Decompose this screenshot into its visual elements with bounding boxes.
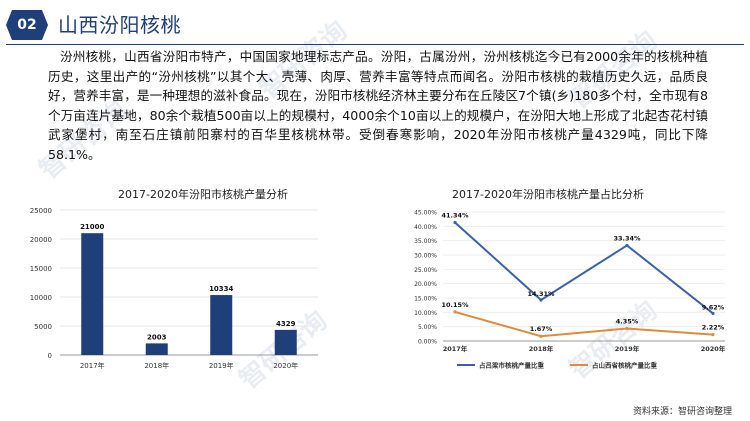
x-tick-label: 2020年 — [701, 344, 726, 353]
data-label: 4.35% — [616, 318, 639, 326]
data-label: 33.34% — [613, 234, 641, 242]
y-tick-label: 0.00% — [418, 339, 437, 346]
bar-value-label: 2003 — [147, 333, 167, 341]
y-tick-label: 35.00% — [414, 238, 437, 245]
data-label: 2.22% — [702, 324, 725, 332]
y-tick-label: 30.00% — [414, 253, 437, 260]
data-point — [711, 311, 715, 316]
section-number: 02 — [17, 17, 37, 33]
x-tick-label: 2017年 — [80, 361, 105, 370]
legend-label: 占吕梁市核桃产量比重 — [479, 361, 545, 370]
bar-value-label: 4329 — [276, 320, 296, 328]
data-point — [625, 326, 629, 331]
y-tick-label: 25000 — [30, 207, 52, 215]
y-tick-label: 10.00% — [414, 310, 437, 317]
x-tick-label: 2019年 — [209, 361, 234, 370]
bar — [81, 233, 104, 355]
data-point — [625, 243, 629, 248]
page-title: 山西汾阳核桃 — [58, 13, 181, 37]
bar-chart-title: 2017-2020年汾阳市核桃产量分析 — [118, 188, 288, 201]
data-label: 9.62% — [702, 303, 725, 311]
bar-value-label: 10334 — [209, 285, 233, 293]
section-badge-shape — [6, 10, 48, 40]
bar — [210, 295, 233, 355]
y-tick-label: 0 — [48, 352, 52, 360]
title-divider — [6, 44, 744, 45]
data-point — [539, 334, 543, 338]
series-line-0 — [454, 221, 714, 315]
y-tick-label: 15.00% — [414, 296, 437, 303]
y-tick-label: 15000 — [30, 265, 52, 273]
source-note: 资料来源：智研咨询整理 — [632, 407, 732, 417]
x-tick-label: 2020年 — [273, 361, 298, 370]
data-point — [539, 298, 543, 302]
y-tick-label: 40.00% — [414, 224, 437, 231]
y-tick-label: 20000 — [30, 236, 52, 244]
data-label: 1.67% — [530, 325, 553, 333]
bar — [145, 343, 168, 355]
data-point — [711, 333, 715, 337]
x-tick-label: 2019年 — [615, 344, 640, 353]
data-point — [453, 310, 457, 314]
y-tick-label: 25.00% — [414, 267, 437, 274]
intro-paragraph: 汾州核桃，山西省汾阳市特产，中国国家地理标志产品。汾阳，古属汾州，汾州核桃迄今已… — [48, 49, 708, 162]
y-tick-label: 5000 — [34, 323, 52, 331]
y-tick-label: 20.00% — [414, 281, 437, 288]
x-tick-label: 2018年 — [144, 361, 169, 370]
legend-label: 占山西省核桃产量比重 — [592, 361, 658, 370]
bar-chart: 0 5000 10000 15000 20000 25000 21000 2017年 2003 2… — [30, 207, 318, 370]
bar-value-label: 21000 — [80, 223, 104, 231]
data-label: 41.34% — [441, 211, 469, 219]
y-tick-label: 5.00% — [418, 324, 437, 331]
line-chart: 0.00% 5.00% 10.00% 15.00% 20.00% 25.00% 30.00%… — [414, 210, 726, 370]
line-chart-title: 2017-2020年汾阳市核桃产量占比分析 — [452, 188, 644, 201]
data-point — [453, 220, 457, 225]
data-label: 14.31% — [527, 290, 555, 298]
data-label: 10.15% — [441, 301, 469, 309]
y-tick-label: 45.00% — [414, 210, 437, 217]
y-tick-label: 10000 — [30, 294, 52, 302]
x-tick-label: 2018年 — [529, 344, 554, 353]
bar — [274, 329, 297, 355]
x-tick-label: 2017年 — [443, 344, 468, 353]
series-line-1 — [454, 310, 714, 338]
